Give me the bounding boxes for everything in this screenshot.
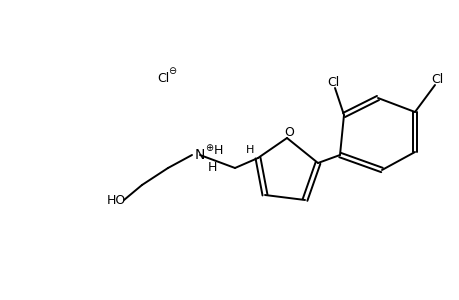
Text: Cl: Cl bbox=[430, 73, 442, 85]
Text: H: H bbox=[245, 145, 254, 155]
Text: Cl: Cl bbox=[326, 76, 338, 88]
Text: H: H bbox=[207, 160, 216, 173]
Text: ⊖: ⊖ bbox=[168, 66, 176, 76]
Text: H: H bbox=[213, 143, 222, 157]
Text: Cl: Cl bbox=[157, 71, 169, 85]
Text: O: O bbox=[284, 125, 293, 139]
Text: ⊕: ⊕ bbox=[205, 143, 213, 153]
Text: HO: HO bbox=[106, 194, 125, 206]
Text: N: N bbox=[195, 148, 205, 162]
